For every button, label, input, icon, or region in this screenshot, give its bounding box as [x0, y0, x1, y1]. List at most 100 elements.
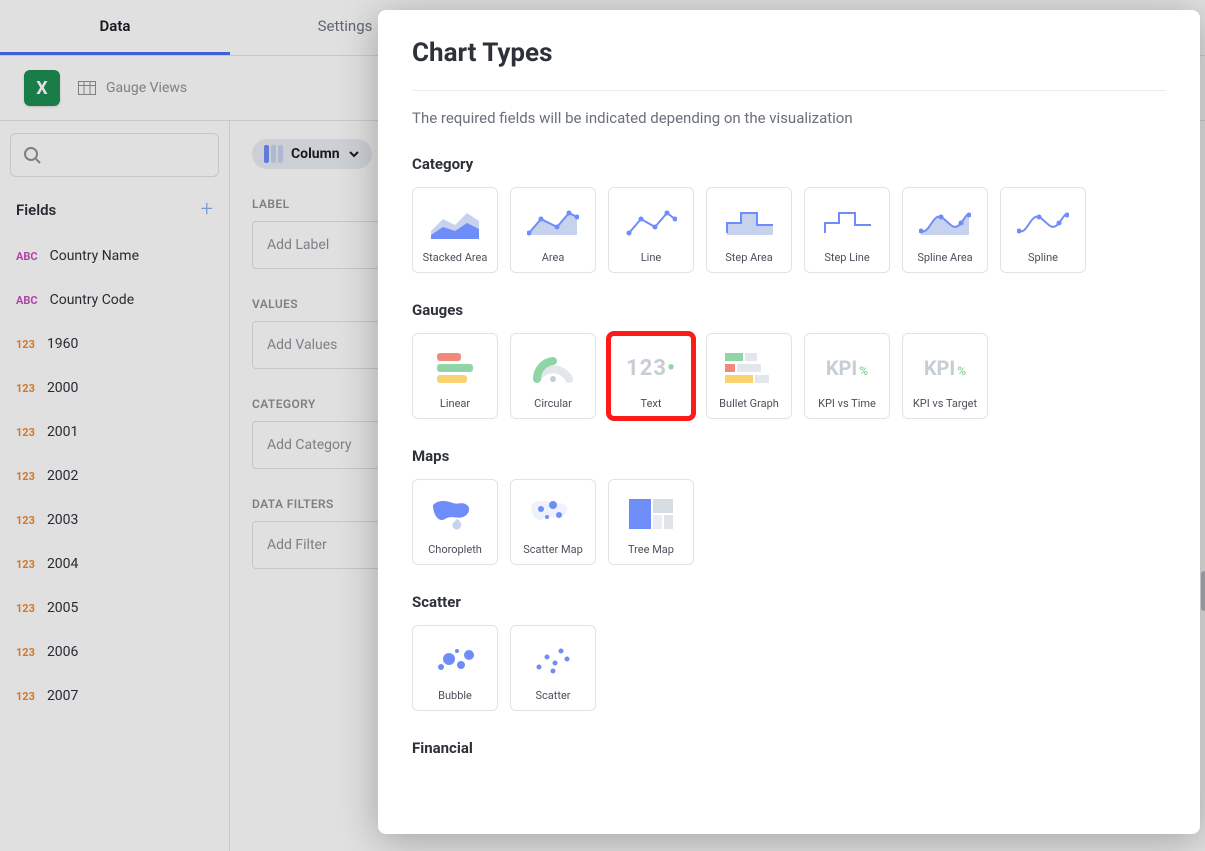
scrollbar-thumb[interactable] [1201, 571, 1205, 611]
chart-types-modal: Chart Types The required fields will be … [378, 10, 1200, 834]
field-label: Country Name [50, 248, 139, 264]
viz-type-button[interactable]: Column [252, 139, 372, 169]
chart-type-stacked-area[interactable]: Stacked Area [412, 187, 498, 273]
field-label: 2006 [47, 644, 78, 660]
fields-header: Fields + [10, 185, 219, 234]
field-label: 2005 [47, 600, 78, 616]
table-icon [78, 81, 96, 95]
field-label: 2003 [47, 512, 78, 528]
stacked-area-icon [417, 194, 493, 251]
chart-type-label: Scatter Map [523, 543, 583, 556]
datasource-title-label: Gauge Views [106, 80, 187, 96]
chart-group-cards: Bubble Scatter [412, 625, 1166, 711]
chart-type-bullet[interactable]: Bullet Graph [706, 333, 792, 419]
number-type-icon: 123 [16, 426, 35, 439]
field-row[interactable]: 123 1960 [10, 322, 219, 366]
number-type-icon: 123 [16, 558, 35, 571]
chart-type-label: Bubble [438, 689, 472, 702]
chart-type-line[interactable]: Line [608, 187, 694, 273]
field-label: 1960 [47, 336, 78, 352]
field-row[interactable]: ABCCountry Code [10, 278, 219, 322]
chart-type-label: Step Area [725, 251, 773, 264]
field-label: 2001 [47, 424, 78, 440]
tree-map-icon [613, 486, 689, 543]
chart-group-cards: Choropleth Scatter Map Tree Map [412, 479, 1166, 565]
chart-type-text[interactable]: 123•Text [608, 333, 694, 419]
step-area-icon [711, 194, 787, 251]
chart-type-spline-area[interactable]: Spline Area [902, 187, 988, 273]
field-row[interactable]: 123 2005 [10, 586, 219, 630]
chart-type-scatter-map[interactable]: Scatter Map [510, 479, 596, 565]
fields-header-label: Fields [16, 201, 56, 219]
chart-type-kpi-target[interactable]: KPI%KPI vs Target [902, 333, 988, 419]
number-type-icon: 123 [16, 646, 35, 659]
chart-type-bubble[interactable]: Bubble [412, 625, 498, 711]
chart-type-scatter[interactable]: Scatter [510, 625, 596, 711]
chart-group-cards: LinearCircular123•TextBullet GraphKPI%KP… [412, 333, 1166, 419]
column-chart-icon [264, 145, 283, 163]
spline-icon [1005, 194, 1081, 251]
step-line-icon [809, 194, 885, 251]
chart-type-label: Line [641, 251, 662, 264]
tab-data[interactable]: Data [0, 0, 230, 55]
chart-type-kpi-time[interactable]: KPI%KPI vs Time [804, 333, 890, 419]
field-row[interactable]: 123 2002 [10, 454, 219, 498]
chart-type-linear[interactable]: Linear [412, 333, 498, 419]
chart-type-step-line[interactable]: Step Line [804, 187, 890, 273]
kpi-time-icon: KPI% [809, 340, 885, 397]
field-row[interactable]: 1232003 [10, 498, 219, 542]
chart-group-cards: Stacked Area Area Line Step Area Step Line Sp… [412, 187, 1166, 273]
chart-type-circular[interactable]: Circular [510, 333, 596, 419]
chart-group-title: Financial [412, 739, 1166, 757]
field-row[interactable]: 123 2000 [10, 366, 219, 410]
chart-type-choropleth[interactable]: Choropleth [412, 479, 498, 565]
field-row[interactable]: 123 2001 [10, 410, 219, 454]
line-icon [613, 194, 689, 251]
search-input[interactable] [10, 133, 219, 177]
add-field-button[interactable]: + [201, 197, 213, 222]
text-icon: 123• [613, 340, 689, 397]
scatter-map-icon [515, 486, 591, 543]
chart-type-label: Spline Area [917, 251, 972, 264]
field-row[interactable]: 123 2004 [10, 542, 219, 586]
text-type-icon: ABC [16, 250, 38, 263]
field-row[interactable]: 123 2006 [10, 630, 219, 674]
number-type-icon: 123 [16, 602, 35, 615]
number-type-icon: 123 [16, 338, 35, 351]
area-icon [515, 194, 591, 251]
excel-icon: X [24, 70, 60, 106]
chart-type-tree-map[interactable]: Tree Map [608, 479, 694, 565]
chart-type-label: Step Line [824, 251, 869, 264]
datasource-title[interactable]: Gauge Views [78, 80, 187, 96]
field-row[interactable]: 1232007 [10, 674, 219, 718]
bullet-icon [711, 340, 787, 397]
chart-type-label: Circular [534, 397, 572, 410]
chevron-down-icon [348, 148, 360, 160]
field-label: 2002 [47, 468, 78, 484]
chart-type-label: Tree Map [628, 543, 674, 556]
modal-description: The required fields will be indicated de… [412, 109, 1166, 127]
chart-group-title: Maps [412, 447, 1166, 465]
chart-type-spline[interactable]: Spline [1000, 187, 1086, 273]
chart-type-label: Spline [1028, 251, 1058, 264]
scatter-icon [515, 632, 591, 689]
chart-type-label: Scatter [535, 689, 570, 702]
chart-type-label: Area [542, 251, 565, 264]
chart-type-step-area[interactable]: Step Area [706, 187, 792, 273]
number-type-icon: 123 [16, 382, 35, 395]
field-label: 2000 [47, 380, 78, 396]
search-icon [23, 146, 41, 164]
field-label: 2004 [47, 556, 78, 572]
chart-type-label: KPI vs Target [913, 397, 977, 410]
field-row[interactable]: ABC Country Name [10, 234, 219, 278]
circular-icon [515, 340, 591, 397]
kpi-target-icon: KPI% [907, 340, 983, 397]
viz-type-label: Column [291, 146, 340, 162]
chart-type-area[interactable]: Area [510, 187, 596, 273]
chart-group-title: Scatter [412, 593, 1166, 611]
chart-type-label: Linear [440, 397, 470, 410]
modal-divider [412, 90, 1166, 91]
number-type-icon: 123 [16, 470, 35, 483]
field-label: Country Code [50, 292, 135, 308]
spline-area-icon [907, 194, 983, 251]
